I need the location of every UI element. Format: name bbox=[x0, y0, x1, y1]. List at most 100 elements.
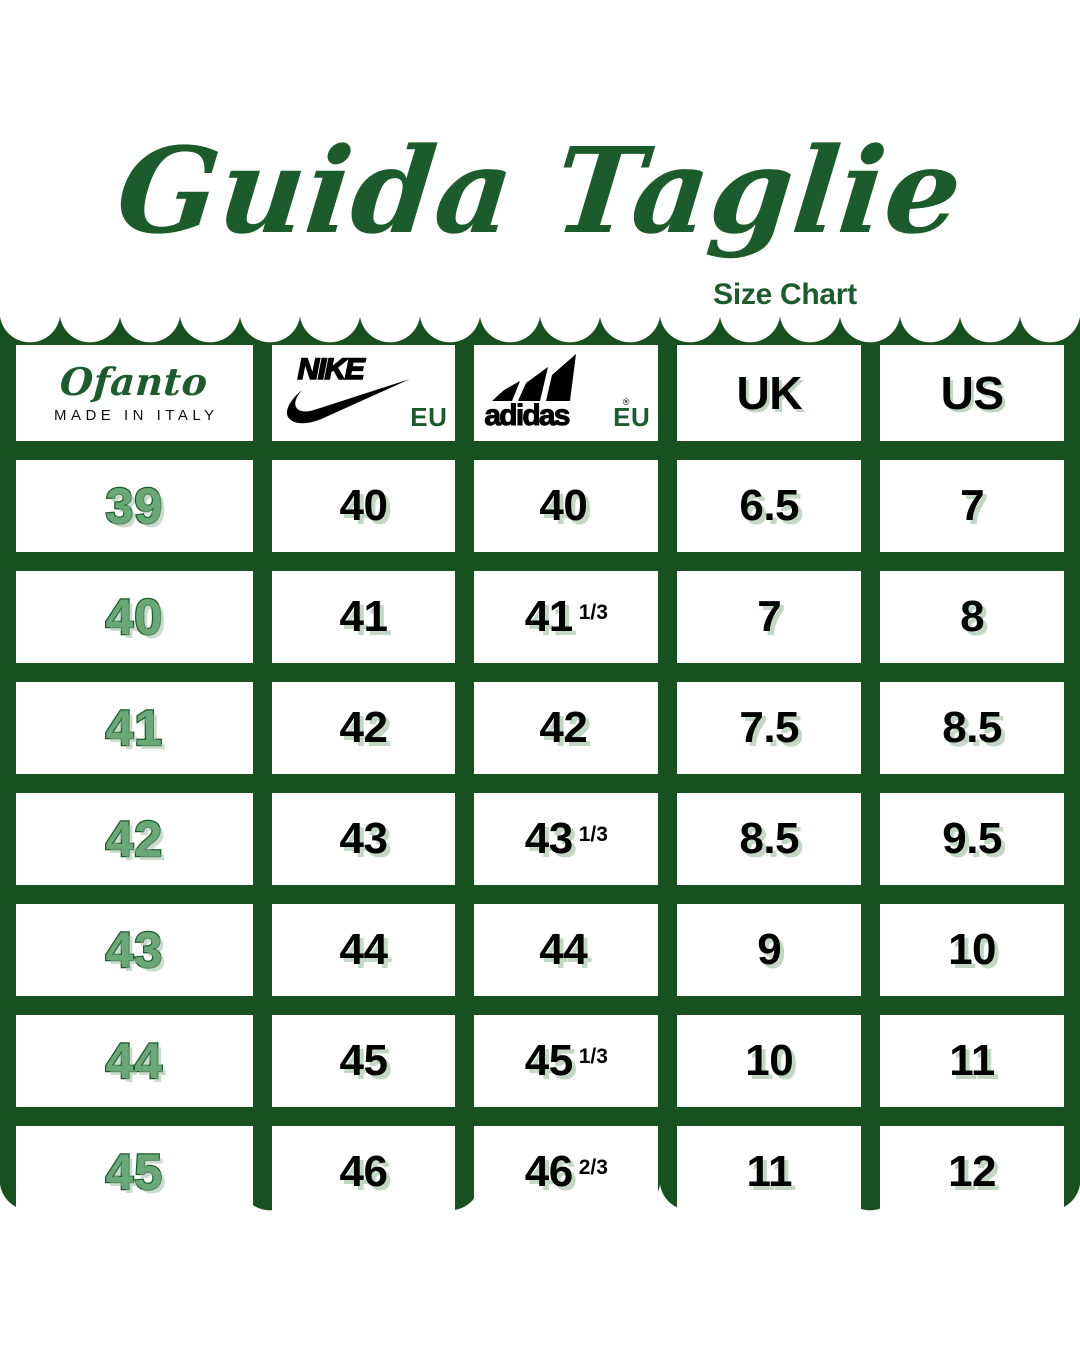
cell-uk: 8.5 bbox=[677, 793, 862, 885]
cell-uk: 10 bbox=[677, 1015, 862, 1107]
value-us: 10 bbox=[948, 925, 997, 974]
cell-nike: 45 bbox=[271, 1015, 456, 1107]
nike-unit-label: EU bbox=[410, 402, 448, 432]
ofanto-tagline: MADE IN ITALY bbox=[53, 407, 219, 424]
registered-mark-icon: ® bbox=[622, 397, 630, 407]
value-ofanto: 43 bbox=[104, 921, 164, 980]
value-us: 12 bbox=[948, 1147, 997, 1196]
nike-swoosh-icon bbox=[286, 379, 410, 424]
cell-uk: 9 bbox=[677, 904, 862, 996]
value-nike: 46 bbox=[339, 1147, 388, 1196]
value-ofanto: 45 bbox=[104, 1143, 164, 1202]
table-row: 45 46 46 2/3 11 12 bbox=[16, 1126, 1064, 1218]
ofanto-brand-name: Ofanto bbox=[58, 359, 210, 404]
cell-uk: 7 bbox=[677, 571, 862, 663]
value-adidas-fraction: 1/3 bbox=[578, 601, 608, 624]
value-adidas: 41 bbox=[524, 592, 573, 641]
page-title: Guida Taglie bbox=[110, 121, 970, 260]
column-header-ofanto: Ofanto MADE IN ITALY bbox=[16, 345, 253, 441]
adidas-wordmark: adidas bbox=[484, 399, 571, 433]
value-us: 7 bbox=[960, 481, 985, 530]
column-header-us: US bbox=[880, 345, 1064, 441]
value-ofanto: 44 bbox=[104, 1032, 164, 1091]
cell-nike: 44 bbox=[271, 904, 456, 996]
cell-adidas: 45 1/3 bbox=[474, 1015, 659, 1107]
value-adidas: 45 bbox=[524, 1036, 573, 1085]
value-ofanto: 40 bbox=[104, 588, 164, 647]
cell-ofanto: 43 bbox=[16, 904, 253, 996]
value-adidas-fraction: 2/3 bbox=[578, 1156, 608, 1179]
cell-nike: 41 bbox=[271, 571, 456, 663]
value-nike: 40 bbox=[339, 481, 388, 530]
column-header-uk-label: UK bbox=[736, 367, 802, 419]
page-subtitle: Size Chart bbox=[713, 278, 857, 311]
cell-adidas: 42 bbox=[474, 682, 659, 774]
value-nike: 41 bbox=[339, 592, 388, 641]
cell-ofanto: 39 bbox=[16, 460, 253, 552]
nike-wordmark: NIKE bbox=[297, 352, 366, 387]
cell-ofanto: 42 bbox=[16, 793, 253, 885]
cell-nike: 43 bbox=[271, 793, 456, 885]
value-adidas: 44 bbox=[539, 925, 588, 974]
cell-uk: 11 bbox=[677, 1126, 862, 1218]
table-row: 43 44 44 9 10 bbox=[16, 904, 1064, 996]
cell-ofanto: 40 bbox=[16, 571, 253, 663]
value-uk: 8.5 bbox=[739, 814, 800, 863]
nike-logo: NIKE EU bbox=[272, 345, 456, 441]
cell-adidas: 44 bbox=[474, 904, 659, 996]
cell-adidas: 43 1/3 bbox=[474, 793, 659, 885]
table-header-row: Ofanto MADE IN ITALY NIKE EU bbox=[16, 345, 1064, 441]
value-nike: 45 bbox=[339, 1036, 388, 1085]
cell-adidas: 41 1/3 bbox=[474, 571, 659, 663]
cell-us: 7 bbox=[880, 460, 1064, 552]
value-adidas: 42 bbox=[539, 703, 588, 752]
size-chart-table: Ofanto MADE IN ITALY NIKE EU bbox=[16, 345, 1064, 1218]
cell-nike: 46 bbox=[271, 1126, 456, 1218]
cell-us: 9.5 bbox=[880, 793, 1064, 885]
adidas-logo: adidas ® EU bbox=[474, 345, 658, 441]
adidas-unit-label: EU bbox=[613, 402, 651, 432]
column-header-nike: NIKE EU bbox=[271, 345, 456, 441]
value-nike: 43 bbox=[339, 814, 388, 863]
column-header-us-label: US bbox=[940, 367, 1004, 419]
cell-uk: 7.5 bbox=[677, 682, 862, 774]
value-uk: 7.5 bbox=[739, 703, 800, 752]
cell-nike: 40 bbox=[271, 460, 456, 552]
table-row: 41 42 42 7.5 8.5 bbox=[16, 682, 1064, 774]
value-uk: 7 bbox=[757, 592, 782, 641]
cell-us: 12 bbox=[880, 1126, 1064, 1218]
value-uk: 11 bbox=[746, 1147, 792, 1196]
cell-uk: 6.5 bbox=[677, 460, 862, 552]
value-adidas: 46 bbox=[524, 1147, 573, 1196]
value-adidas: 43 bbox=[524, 814, 573, 863]
adidas-three-bars-icon bbox=[492, 354, 577, 401]
table-row: 44 45 45 1/3 10 11 bbox=[16, 1015, 1064, 1107]
value-adidas-fraction: 1/3 bbox=[578, 823, 608, 846]
cell-adidas: 46 2/3 bbox=[474, 1126, 659, 1218]
value-us: 8.5 bbox=[942, 703, 1002, 752]
value-us: 9.5 bbox=[942, 814, 1002, 863]
value-nike: 42 bbox=[339, 703, 388, 752]
table-row: 40 41 41 1/3 7 8 bbox=[16, 571, 1064, 663]
cell-ofanto: 44 bbox=[16, 1015, 253, 1107]
value-us: 8 bbox=[960, 592, 985, 641]
cell-us: 10 bbox=[880, 904, 1064, 996]
value-adidas: 40 bbox=[539, 481, 588, 530]
value-ofanto: 39 bbox=[104, 477, 164, 536]
table-row: 39 40 40 6.5 7 bbox=[16, 460, 1064, 552]
cell-adidas: 40 bbox=[474, 460, 659, 552]
column-header-adidas: adidas ® EU bbox=[474, 345, 659, 441]
ofanto-logo: Ofanto MADE IN ITALY bbox=[50, 359, 219, 424]
cell-us: 8 bbox=[880, 571, 1064, 663]
cell-ofanto: 45 bbox=[16, 1126, 253, 1218]
value-ofanto: 42 bbox=[104, 810, 164, 869]
value-us: 11 bbox=[949, 1036, 995, 1085]
cell-us: 11 bbox=[880, 1015, 1064, 1107]
cell-nike: 42 bbox=[271, 682, 456, 774]
value-uk: 6.5 bbox=[739, 481, 800, 530]
table-row: 42 43 43 1/3 8.5 9.5 bbox=[16, 793, 1064, 885]
cell-ofanto: 41 bbox=[16, 682, 253, 774]
value-nike: 44 bbox=[339, 925, 388, 974]
value-uk: 9 bbox=[757, 925, 782, 974]
cell-us: 8.5 bbox=[880, 682, 1064, 774]
